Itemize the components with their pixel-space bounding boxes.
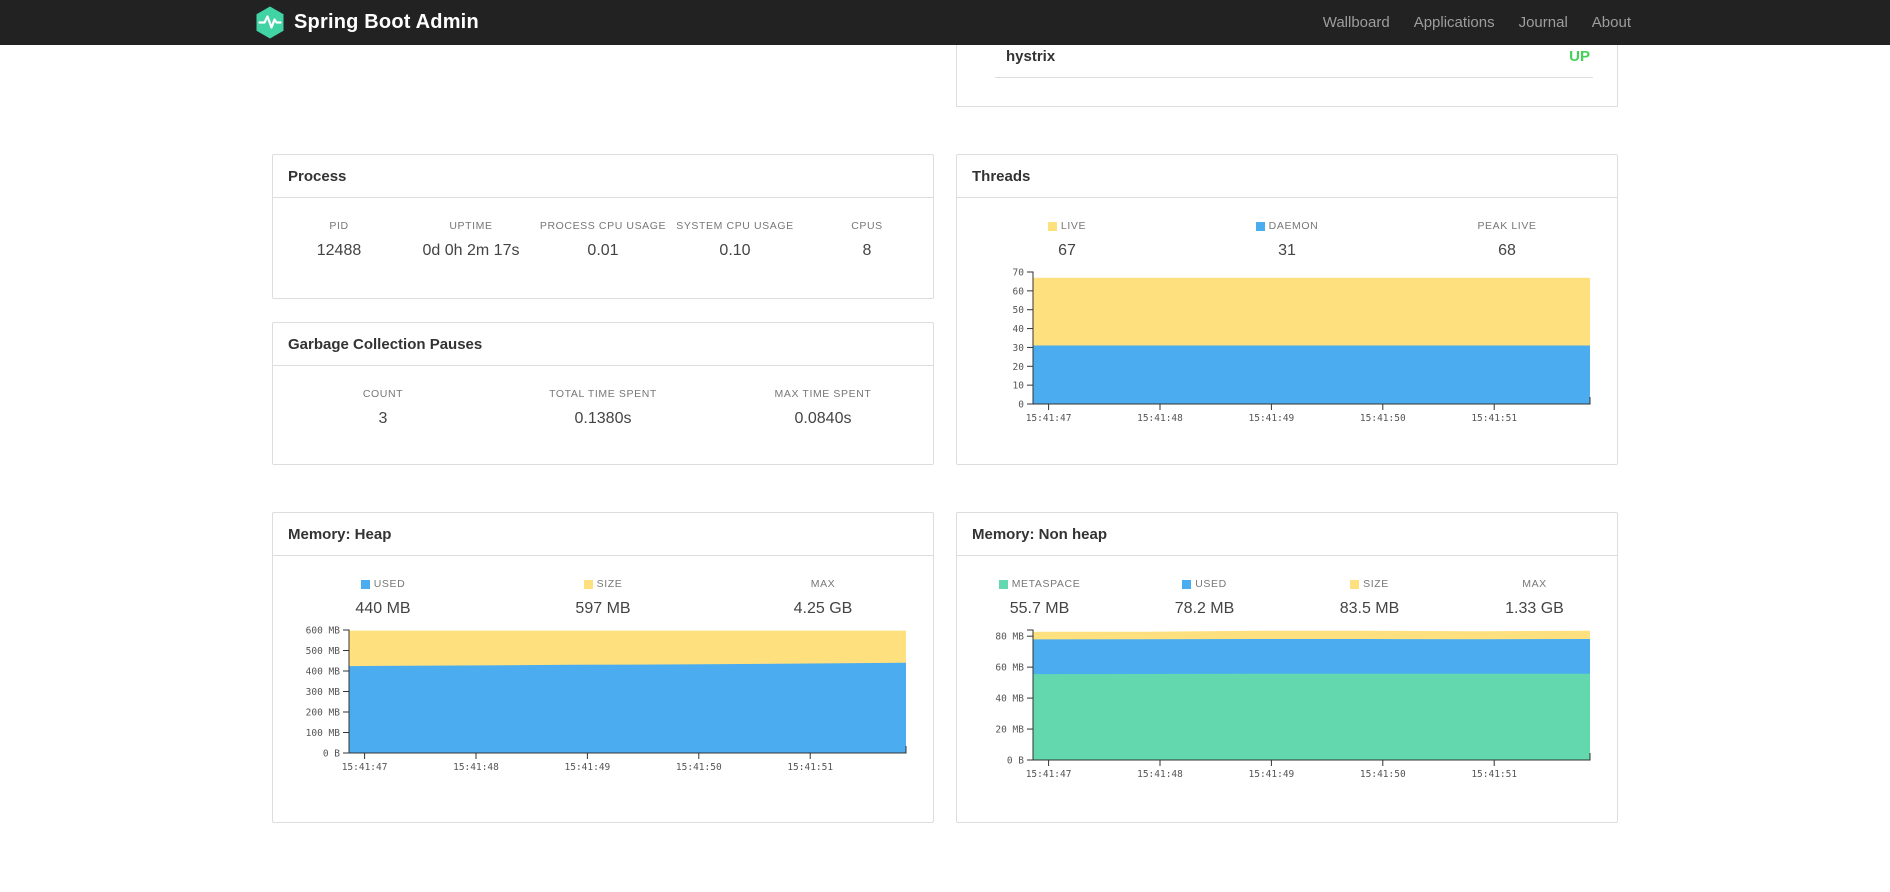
svg-text:15:41:48: 15:41:48 [453, 762, 499, 773]
stat-heap-max: MAX 4.25 GB [793, 578, 853, 617]
svg-text:0 B: 0 B [1007, 756, 1024, 767]
memory-nonheap-card: Memory: Non heap METASPACE 55.7 MB USED … [956, 512, 1618, 823]
svg-text:15:41:51: 15:41:51 [1471, 413, 1517, 424]
legend-swatch-nonheap-size [1350, 579, 1360, 589]
stat-cpus: CPUS 8 [851, 220, 883, 259]
legend-swatch-heap-size [583, 579, 593, 589]
stat-threads-peak-live: PEAK LIVE 68 [1477, 220, 1537, 259]
spring-boot-admin-logo-icon [255, 6, 285, 39]
stat-process-cpu-usage: PROCESS CPU USAGE 0.01 [539, 220, 667, 259]
brand-link[interactable]: Spring Boot Admin [255, 6, 479, 39]
svg-text:20 MB: 20 MB [995, 725, 1024, 736]
application-row[interactable]: hystrix UP [957, 45, 1617, 77]
top-navbar: Spring Boot Admin Wallboard Applications… [0, 0, 1890, 45]
nav-item-applications[interactable]: Applications [1413, 14, 1495, 31]
svg-text:15:41:48: 15:41:48 [1137, 413, 1183, 424]
svg-text:15:41:47: 15:41:47 [1026, 769, 1072, 780]
process-stats: PID 12488 UPTIME 0d 0h 2m 17s PROCESS CP… [273, 220, 933, 260]
svg-text:100 MB: 100 MB [306, 728, 341, 739]
stat-nonheap-metaspace: METASPACE 55.7 MB [957, 578, 1122, 618]
svg-text:600 MB: 600 MB [306, 626, 341, 637]
svg-text:20: 20 [1013, 362, 1025, 373]
stat-nonheap-size: SIZE 83.5 MB [1339, 578, 1400, 617]
svg-text:200 MB: 200 MB [306, 708, 341, 719]
process-card: Process PID 12488 UPTIME 0d 0h 2m 17s PR… [272, 154, 934, 299]
svg-text:15:41:49: 15:41:49 [1249, 769, 1295, 780]
svg-text:15:41:49: 15:41:49 [565, 762, 611, 773]
svg-text:15:41:51: 15:41:51 [1471, 769, 1517, 780]
row-divider [995, 77, 1593, 78]
stat-pid: PID 12488 [316, 220, 362, 259]
threads-legend: LIVE 67 DAEMON 31 PEAK LIVE 68 [957, 220, 1617, 260]
svg-text:30: 30 [1013, 343, 1025, 354]
stat-threads-daemon: DAEMON 31 [1177, 220, 1397, 260]
svg-text:40 MB: 40 MB [995, 694, 1024, 705]
svg-text:15:41:50: 15:41:50 [676, 762, 722, 773]
svg-text:0 B: 0 B [323, 749, 340, 760]
svg-text:0: 0 [1018, 400, 1024, 411]
threads-card-title: Threads [957, 155, 1617, 198]
stat-system-cpu-usage: SYSTEM CPU USAGE 0.10 [676, 220, 794, 259]
stat-gc-total-time: TOTAL TIME SPENT 0.1380s [549, 388, 657, 427]
gc-pauses-card: Garbage Collection Pauses COUNT 3 TOTAL … [272, 322, 934, 465]
svg-text:15:41:47: 15:41:47 [1026, 413, 1072, 424]
status-badge: UP [1569, 48, 1590, 65]
gc-stats: COUNT 3 TOTAL TIME SPENT 0.1380s MAX TIM… [273, 388, 933, 428]
gc-card-title: Garbage Collection Pauses [273, 323, 933, 366]
main-content: hystrix UP Process PID 12488 UPTIME 0d 0 [261, 45, 1629, 823]
svg-text:40: 40 [1013, 324, 1025, 335]
stat-heap-size: SIZE 597 MB [575, 578, 631, 617]
nav-links: Wallboard Applications Journal About [1323, 0, 1631, 45]
legend-swatch-nonheap-used [1182, 579, 1192, 589]
nav-item-about[interactable]: About [1591, 14, 1631, 31]
nonheap-legend: METASPACE 55.7 MB USED 78.2 MB SIZE 83.5… [957, 578, 1617, 618]
svg-text:15:41:48: 15:41:48 [1137, 769, 1183, 780]
svg-text:70: 70 [1013, 268, 1025, 279]
memory-heap-card: Memory: Heap USED 440 MB SIZE 597 MB MAX… [272, 512, 934, 823]
svg-text:300 MB: 300 MB [306, 687, 341, 698]
svg-text:80 MB: 80 MB [995, 632, 1024, 643]
svg-text:15:41:49: 15:41:49 [1249, 413, 1295, 424]
legend-swatch-live [1047, 221, 1057, 231]
memory-heap-area-chart: 0 B 100 MB 200 MB 300 MB 400 MB 500 MB 600 MB 1… [306, 626, 907, 773]
svg-text:500 MB: 500 MB [306, 646, 341, 657]
stat-uptime: UPTIME 0d 0h 2m 17s [422, 220, 520, 259]
svg-text:15:41:50: 15:41:50 [1360, 769, 1406, 780]
process-card-title: Process [273, 155, 933, 198]
stat-threads-live: LIVE 67 [957, 220, 1177, 260]
application-card: hystrix UP [956, 45, 1618, 107]
memory-nonheap-card-title: Memory: Non heap [957, 513, 1617, 556]
legend-swatch-heap-used [360, 579, 370, 589]
stat-nonheap-max: MAX 1.33 GB [1505, 578, 1564, 617]
svg-text:50: 50 [1013, 305, 1025, 316]
svg-text:400 MB: 400 MB [306, 667, 341, 678]
stat-gc-max-time: MAX TIME SPENT 0.0840s [774, 388, 872, 427]
stat-heap-used: USED 440 MB [355, 578, 411, 617]
heap-legend: USED 440 MB SIZE 597 MB MAX 4.25 GB [273, 578, 933, 618]
nav-item-wallboard[interactable]: Wallboard [1322, 14, 1390, 31]
threads-area-chart: 0 10 20 30 40 50 60 70 15:41:47 15:41:48 15:41:49 1… [1013, 268, 1591, 424]
legend-swatch-daemon [1255, 221, 1265, 231]
legend-swatch-metaspace [998, 579, 1008, 589]
svg-text:60 MB: 60 MB [995, 663, 1024, 674]
svg-text:10: 10 [1013, 381, 1025, 392]
application-name-link[interactable]: hystrix [1006, 48, 1056, 65]
svg-text:15:41:50: 15:41:50 [1360, 413, 1406, 424]
memory-heap-card-title: Memory: Heap [273, 513, 933, 556]
brand-title: Spring Boot Admin [294, 11, 479, 33]
left-column-spacer [261, 45, 945, 107]
svg-text:15:41:51: 15:41:51 [787, 762, 833, 773]
threads-card: Threads LIVE 67 DAEMON 31 PEAK LIVE 68 [956, 154, 1618, 465]
nav-item-journal[interactable]: Journal [1518, 14, 1568, 31]
memory-nonheap-area-chart: 0 B 20 MB 40 MB 60 MB 80 MB 15:41:47 15:41:48 1… [995, 629, 1591, 780]
svg-text:15:41:47: 15:41:47 [342, 762, 388, 773]
stat-gc-count: COUNT 3 [362, 388, 404, 427]
stat-nonheap-used: USED 78.2 MB [1174, 578, 1235, 617]
svg-text:60: 60 [1013, 286, 1025, 297]
